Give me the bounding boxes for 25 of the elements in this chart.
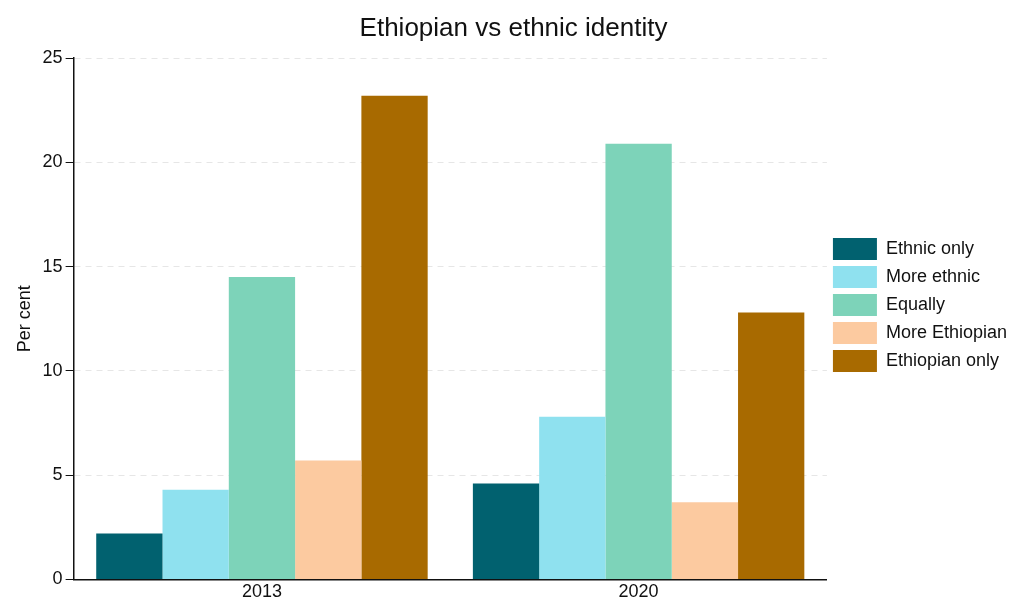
y-tick-label: 0 bbox=[52, 568, 63, 589]
legend-label: Equally bbox=[885, 293, 945, 314]
bar bbox=[671, 502, 739, 579]
bar bbox=[162, 489, 229, 579]
x-tick-label: 2013 bbox=[241, 581, 282, 602]
legend-label: More ethnic bbox=[885, 265, 980, 286]
bar bbox=[539, 416, 606, 579]
bar bbox=[472, 483, 540, 579]
bar bbox=[361, 95, 428, 579]
y-tick-label: 10 bbox=[42, 359, 63, 380]
bar bbox=[96, 533, 163, 579]
legend-label: More Ethiopian bbox=[885, 321, 1008, 342]
legend-label: Ethiopian only bbox=[885, 349, 1000, 370]
y-axis-title: Per cent bbox=[13, 285, 34, 353]
y-tick-label: 20 bbox=[42, 151, 63, 172]
y-tick-label: 25 bbox=[42, 47, 63, 68]
y-tick-label: 5 bbox=[52, 464, 63, 485]
chart-title: Ethiopian vs ethnic identity bbox=[359, 11, 668, 42]
legend-label: Ethnic only bbox=[885, 237, 974, 258]
bar bbox=[738, 312, 805, 579]
bar bbox=[605, 143, 672, 579]
bar bbox=[295, 460, 362, 579]
x-tick-label: 2020 bbox=[618, 581, 659, 602]
bar bbox=[228, 277, 296, 579]
y-tick-label: 15 bbox=[42, 255, 63, 276]
